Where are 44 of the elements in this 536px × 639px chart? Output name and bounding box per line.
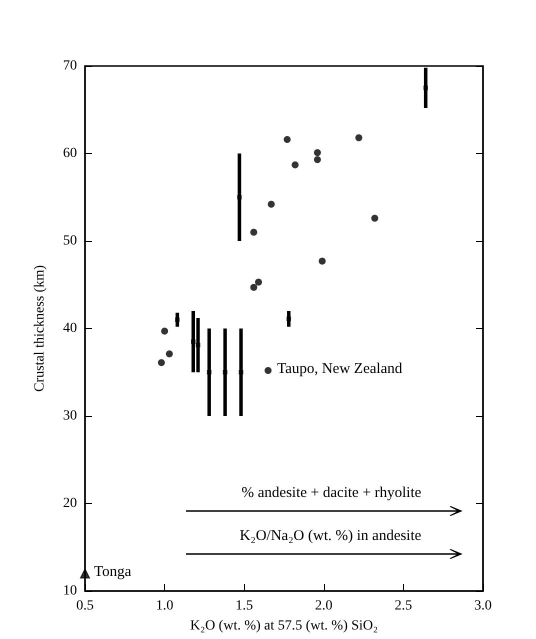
point [355,134,362,142]
y-axis-title: Crustal thickness (km) [32,264,48,392]
point [191,339,196,344]
point [238,370,244,374]
point [286,316,292,322]
x-tick-label: 1.5 [235,598,253,614]
annotation: Tonga [94,564,132,580]
y-tick-label: 60 [63,146,77,161]
y-tick-label: 50 [63,234,77,248]
x-axis-title: K₂O (wt. %) at 57.5 (wt. %) SiO₂ [190,618,378,634]
point [314,156,321,164]
point [250,284,258,291]
y-tick-label: 70 [63,58,77,74]
point [175,318,180,322]
point [166,350,173,358]
point [314,149,321,156]
annotation: % andesite + dacite + rhyolite [242,485,422,502]
x-tick-label: 2.5 [394,598,412,614]
annotation: Taupo, New Zealand [277,360,402,378]
point [284,136,291,143]
point [196,342,200,348]
x-tick-label: 1.0 [156,598,174,614]
point [268,200,275,208]
point [423,86,428,90]
point [371,214,378,222]
x-tick-label: 0.5 [76,598,94,614]
point [255,278,262,286]
y-tick-label: 40 [63,321,77,336]
point [318,258,326,265]
point [250,228,258,236]
y-tick-label: 30 [63,408,77,424]
y-tick-label: 20 [63,496,77,511]
point [206,370,212,374]
point [222,370,228,374]
point [237,195,242,200]
point [264,367,272,374]
x-tick-label: 3.0 [474,598,492,614]
point [80,568,90,578]
point [292,161,299,168]
x-tick-label: 2.0 [315,598,333,614]
annotation: K₂O/Na₂O (wt. %) in andesite [240,528,422,545]
point [158,359,165,366]
y-tick-label: 10 [63,584,77,598]
point [161,328,168,335]
